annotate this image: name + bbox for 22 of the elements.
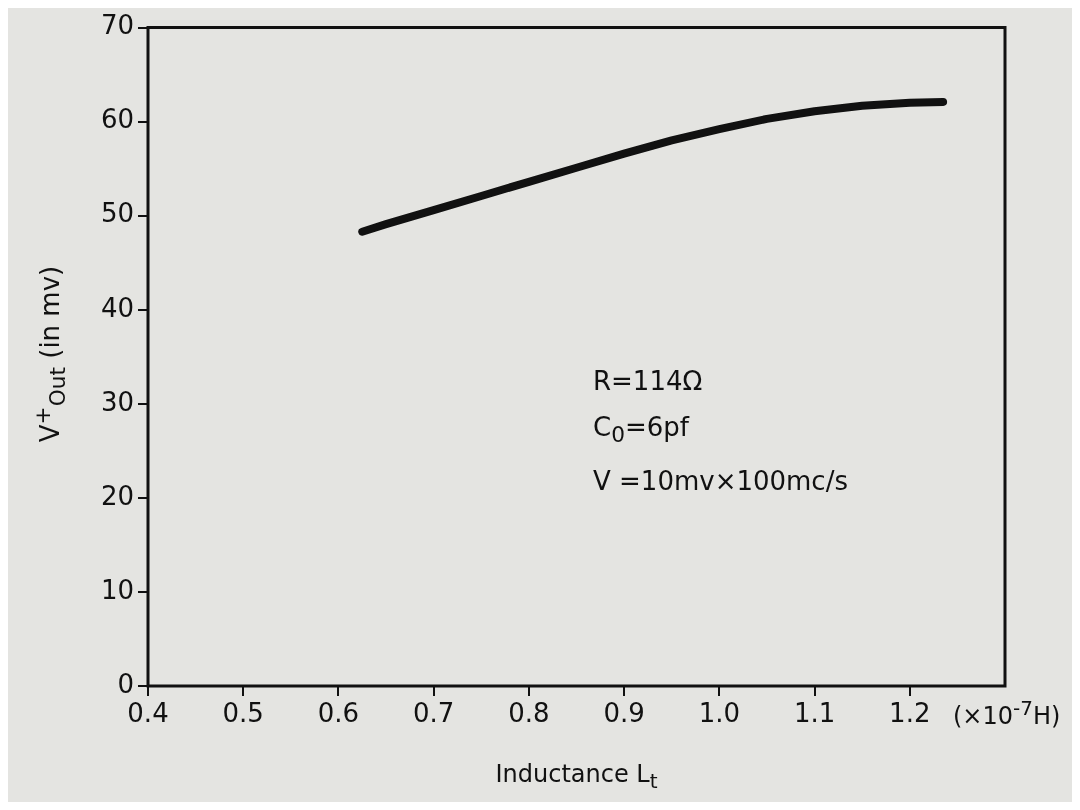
text: (×10$^{-7}$H) <box>953 696 1061 730</box>
x-tick-label: 0.7 <box>412 698 455 729</box>
y-tick-label: 0 <box>117 668 134 699</box>
annotation: V =10mv×100mc/s <box>593 465 848 499</box>
x-tick-label: 1.0 <box>698 698 741 729</box>
annotation: C$_{0}$=6pf <box>593 411 691 450</box>
x-tick-label: 0.6 <box>317 698 360 729</box>
y-tick-label: 40 <box>100 292 134 323</box>
x-axis-title: Inductance L$_{t}$ <box>494 760 659 793</box>
annotation: R=114Ω <box>593 365 704 398</box>
x-tick-label: 0.8 <box>508 698 550 729</box>
y-tick-label: 70 <box>100 10 134 41</box>
y-tick-label: 30 <box>100 386 134 417</box>
y-tick-label: 10 <box>100 574 134 605</box>
x-tick-label: 1.2 <box>889 698 931 729</box>
x-tick-label: 0.5 <box>222 698 264 729</box>
y-tick-label: 20 <box>100 480 134 511</box>
x-tick-label: 0.9 <box>603 698 645 729</box>
x-tick-label: 0.4 <box>127 698 169 729</box>
x-tick-label: 1.1 <box>793 698 836 729</box>
y-tick-label: 50 <box>100 198 134 229</box>
y-tick-label: 60 <box>100 104 134 135</box>
